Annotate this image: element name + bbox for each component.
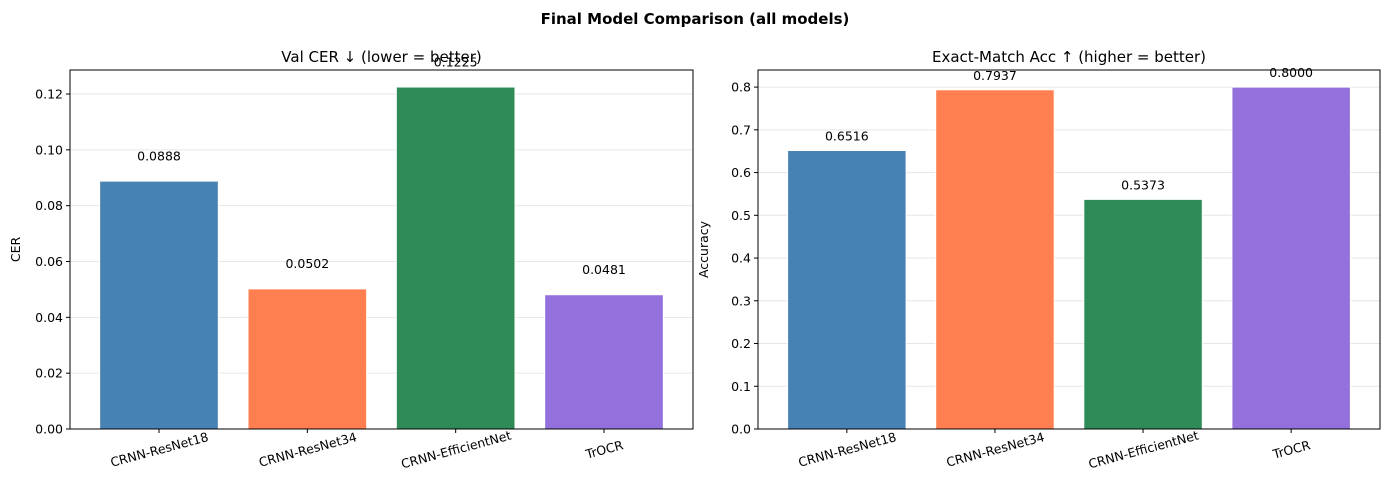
chart-title: Val CER ↓ (lower = better) (281, 48, 481, 66)
x-tick-label: CRNN-ResNet34 (945, 429, 1046, 470)
plot-frame (757, 69, 1381, 430)
y-tick-label: 0.5 (731, 208, 751, 223)
figure-title: Final Model Comparison (all models) (541, 10, 850, 28)
y-tick-label: 0.8 (731, 80, 751, 95)
data-label: 0.6516 (825, 129, 869, 144)
bar (99, 180, 219, 430)
data-label: 0.1225 (434, 54, 478, 69)
y-tick-label: 0.12 (35, 87, 63, 102)
y-tick-label: 0.06 (35, 254, 63, 269)
y-tick-label: 0.0 (731, 422, 751, 437)
bar (247, 288, 368, 430)
x-tick-label: CRNN-ResNet18 (109, 429, 210, 470)
bar (544, 294, 664, 430)
y-tick-label: 0.3 (731, 293, 751, 308)
data-label: 0.7937 (973, 68, 1017, 83)
bar (1231, 86, 1351, 430)
bar (395, 86, 516, 430)
plot-frame (69, 69, 694, 430)
accuracy-chart-panel: 0.6516 0.7937 0.5373 0.8000 0.0 0.1 0.2 0.3 0.4 0… (696, 48, 1381, 472)
chart-title: Exact-Match Acc ↑ (higher = better) (932, 48, 1206, 66)
y-axis-label: Accuracy (696, 220, 711, 278)
y-tick-label: 0.2 (731, 336, 751, 351)
bar (935, 89, 1055, 430)
data-label: 0.8000 (1269, 65, 1313, 80)
bar (787, 150, 907, 430)
y-tick-label: 0.10 (35, 142, 63, 157)
data-label: 0.5373 (1121, 177, 1165, 192)
x-tick-label: TrOCR (583, 437, 625, 462)
x-tick-label: CRNN-ResNet34 (257, 429, 358, 470)
cer-chart-panel: 0.0888 0.0502 0.1225 0.0481 0.00 0.02 0.04 0.06… (8, 48, 694, 472)
data-label: 0.0502 (285, 256, 329, 271)
y-tick-label: 0.00 (35, 422, 63, 437)
y-tick-label: 0.02 (35, 366, 63, 381)
y-tick-label: 0.4 (731, 251, 751, 266)
y-tick-label: 0.08 (35, 198, 63, 213)
x-tick-label: CRNN-EfficientNet (1087, 428, 1201, 472)
y-tick-label: 0.6 (731, 165, 751, 180)
x-tick-label: CRNN-EfficientNet (399, 428, 513, 472)
x-tick-label: TrOCR (1270, 437, 1312, 462)
y-tick-label: 0.7 (731, 122, 751, 137)
data-label: 0.0888 (137, 148, 181, 163)
y-tick-label: 0.04 (35, 310, 63, 325)
y-tick-label: 0.1 (731, 379, 751, 394)
data-label: 0.0481 (582, 262, 626, 277)
y-axis-label: CER (8, 237, 23, 263)
bar (1083, 198, 1203, 430)
x-tick-label: CRNN-ResNet18 (797, 429, 898, 470)
